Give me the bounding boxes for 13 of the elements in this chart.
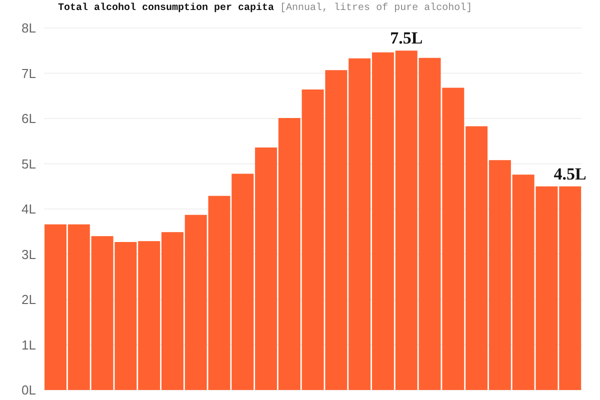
y-tick-label: 0L — [22, 382, 36, 398]
y-tick-label: 3L — [22, 246, 36, 262]
y-tick-label: 2L — [22, 292, 36, 308]
y-tick-label: 4L — [22, 202, 36, 217]
chart-title: Total alcohol consumption per capita — [58, 3, 274, 14]
y-tick-label: 7L — [22, 66, 36, 81]
y-tick-label: 1L — [22, 337, 36, 352]
data-label: 4.5L — [554, 164, 586, 184]
data-label: 7.5L — [390, 28, 423, 48]
y-tick-label: 6L — [22, 111, 36, 126]
y-tick-label: 8L — [22, 20, 36, 36]
chart-subtitle: [Annual, litres of pure alcohol] — [280, 3, 472, 14]
y-tick-label: 5L — [22, 156, 36, 172]
